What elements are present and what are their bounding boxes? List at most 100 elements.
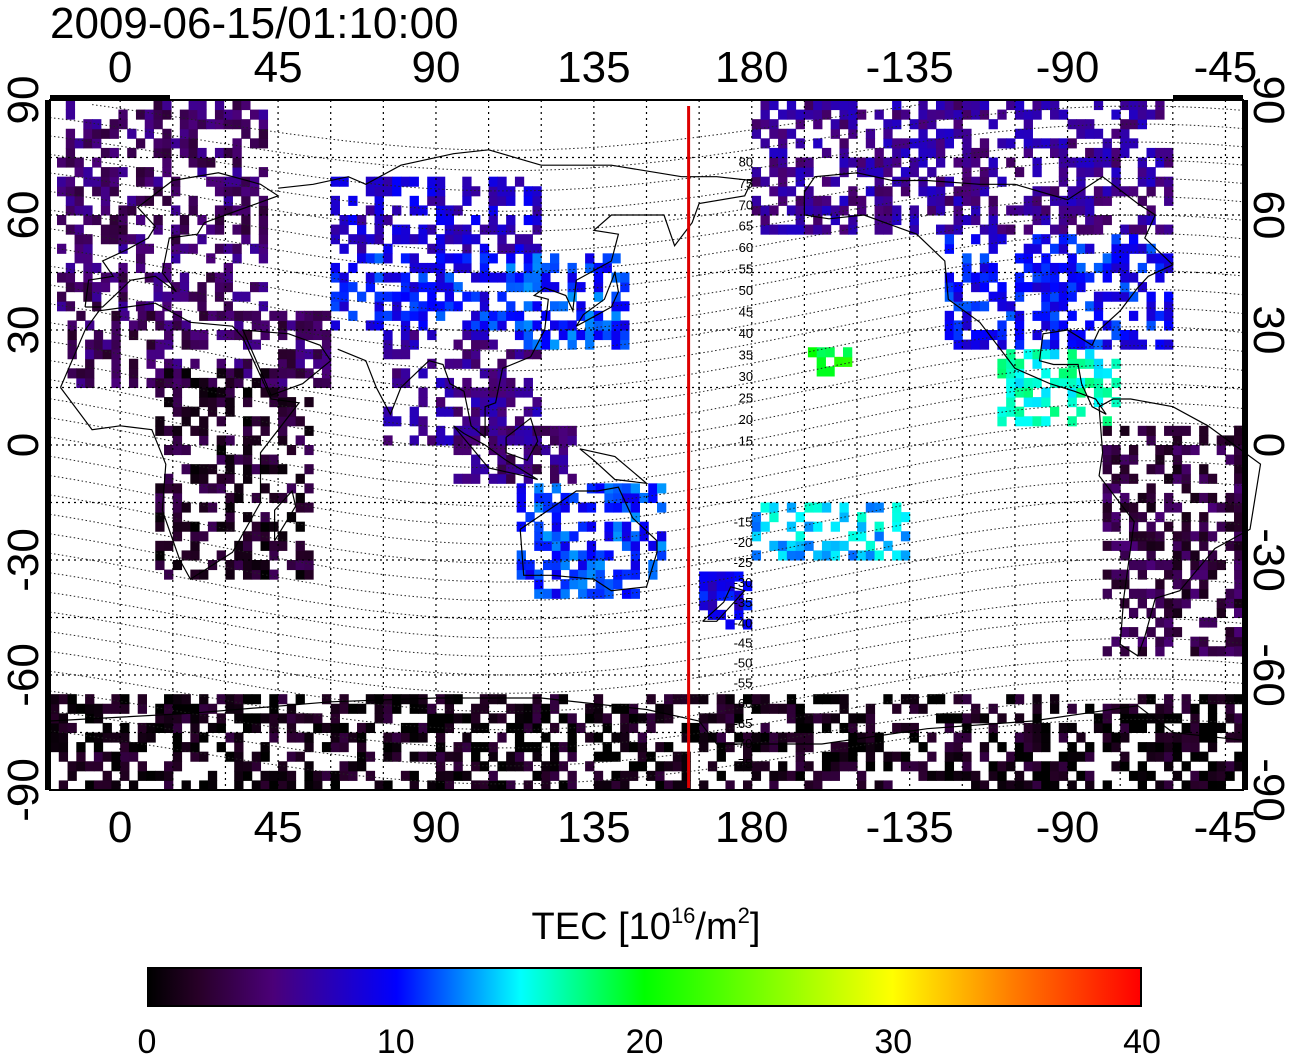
- tec-cell: [1146, 205, 1156, 216]
- tec-cell: [637, 742, 647, 753]
- tec-cell: [1216, 502, 1226, 513]
- tec-cell: [1093, 397, 1104, 408]
- tec-cell: [1085, 147, 1095, 158]
- tec-cell: [1164, 492, 1174, 503]
- tec-cell: [602, 262, 612, 273]
- tec-cell: [525, 560, 535, 571]
- tec-cell: [813, 521, 823, 532]
- tec-cell: [444, 406, 455, 417]
- tec-cell: [225, 435, 235, 446]
- tec-cell: [383, 272, 393, 283]
- tec-cell: [514, 387, 525, 398]
- tec-cell: [1181, 780, 1191, 791]
- tec-cell: [135, 109, 146, 120]
- tec-cell: [944, 320, 955, 331]
- tec-cell: [1120, 119, 1130, 130]
- tec-cell: [751, 531, 762, 542]
- coastline: [84, 172, 280, 308]
- tec-cell: [1111, 742, 1121, 753]
- tec-cell: [453, 445, 463, 456]
- tec-cell: [295, 492, 305, 503]
- tec-cell: [1164, 262, 1174, 273]
- tec-cell: [304, 464, 314, 475]
- tec-cell: [339, 224, 349, 235]
- tec-cell: [716, 590, 726, 601]
- tec-cell: [857, 195, 867, 206]
- tec-cell: [199, 483, 209, 494]
- tec-cell: [716, 609, 726, 620]
- tec-cell: [1014, 377, 1025, 388]
- tec-cell: [523, 339, 533, 350]
- tec-cell: [804, 713, 814, 724]
- tec-cell: [760, 119, 770, 130]
- tec-cell: [1146, 588, 1156, 599]
- tec-cell: [1023, 416, 1033, 427]
- tec-cell: [216, 454, 226, 465]
- tec-cell: [830, 761, 840, 772]
- tec-cell: [874, 502, 884, 513]
- tec-cell: [400, 770, 411, 781]
- tec-cell: [821, 722, 832, 733]
- tec-cell: [560, 560, 570, 571]
- tec-cell: [488, 320, 498, 331]
- tec-cell: [637, 751, 647, 762]
- tec-cell: [1225, 761, 1235, 772]
- tec-cell: [400, 368, 411, 379]
- tec-cell: [567, 330, 577, 341]
- tec-cell: [1172, 531, 1183, 542]
- tec-cell: [760, 109, 770, 120]
- tec-cell: [1058, 157, 1069, 168]
- tec-cell: [339, 770, 349, 781]
- tec-cell: [604, 588, 614, 599]
- tec-cell: [409, 751, 419, 762]
- tec-cell: [639, 521, 649, 532]
- tec-cell: [1120, 282, 1130, 293]
- tec-cell: [834, 356, 844, 367]
- tec-cell: [1085, 119, 1095, 130]
- tec-cell: [569, 492, 579, 503]
- tec-cell: [830, 521, 840, 532]
- tec-cell: [971, 109, 981, 120]
- contour-line: [49, 638, 1244, 712]
- tec-cell: [1155, 272, 1165, 283]
- tec-cell: [523, 195, 533, 206]
- tec-cell: [74, 205, 84, 216]
- tec-cell: [190, 339, 200, 350]
- tec-cell: [534, 569, 544, 580]
- tec-cell: [971, 234, 981, 245]
- tec-cell: [83, 205, 93, 216]
- tec-cell: [541, 330, 551, 341]
- tec-cell: [199, 435, 209, 446]
- tec-cell: [821, 694, 832, 705]
- tec-cell: [383, 435, 393, 446]
- tec-cell: [153, 100, 163, 111]
- tec-cell: [681, 780, 691, 791]
- tec-cell: [953, 732, 963, 743]
- tec-cell: [392, 234, 402, 245]
- tec-cell: [313, 358, 323, 369]
- tec-cell: [488, 387, 498, 398]
- tec-cell: [234, 330, 244, 341]
- tec-cell: [585, 320, 595, 331]
- tec-cell: [120, 742, 130, 753]
- tec-cell: [295, 368, 305, 379]
- tec-cell: [479, 262, 490, 273]
- y-tick-label-right: -30: [1244, 528, 1292, 592]
- tec-cell: [865, 713, 876, 724]
- tec-cell: [374, 703, 384, 714]
- tec-cell: [681, 761, 691, 772]
- tec-cell: [821, 713, 832, 724]
- tec-cell: [918, 186, 928, 197]
- tec-cell: [1128, 272, 1139, 283]
- tec-cell: [1085, 377, 1095, 388]
- tec-cell: [1076, 339, 1086, 350]
- tec-cell: [435, 195, 446, 206]
- tec-cell: [567, 339, 577, 350]
- tec-cell: [848, 751, 858, 762]
- tec-cell: [146, 358, 156, 369]
- tec-cell: [225, 473, 235, 484]
- tec-cell: [874, 205, 884, 216]
- tec-cell: [742, 694, 753, 705]
- tec-cell: [532, 301, 542, 312]
- tec-cell: [1172, 598, 1183, 609]
